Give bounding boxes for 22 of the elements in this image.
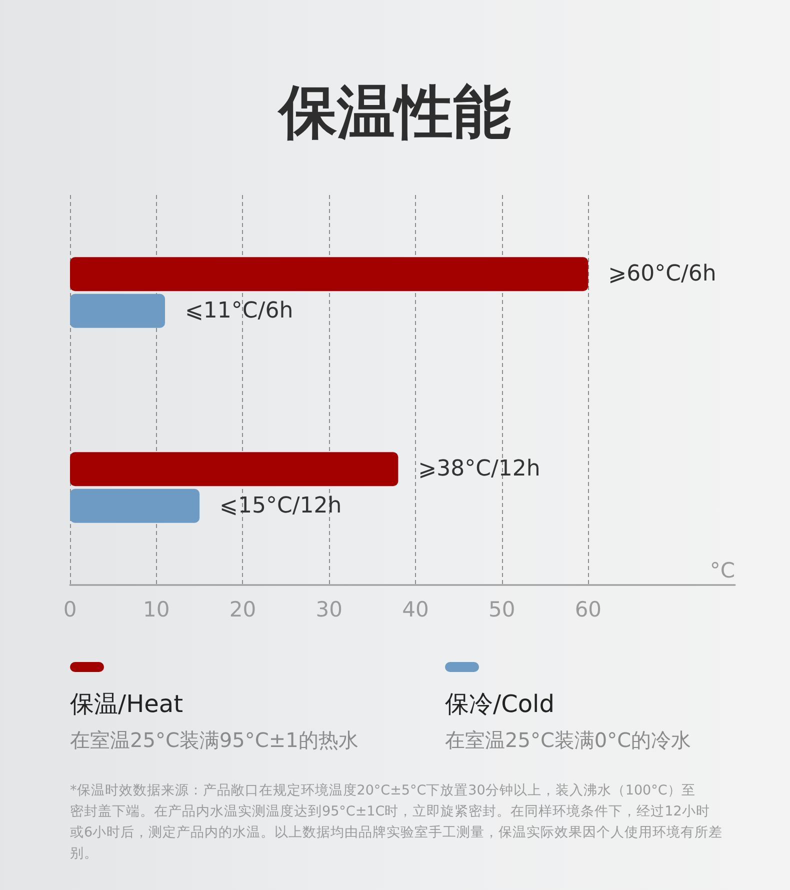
x-tick-label: 60	[574, 598, 602, 622]
legend-label: 保温/Heat	[70, 690, 184, 718]
data-label: ⩾38°C/12h	[418, 456, 540, 482]
text: 在室温25°C装满95°C±1的热水	[70, 728, 358, 752]
bar	[70, 294, 165, 328]
data-label: ⩽11°C/6h	[185, 298, 294, 324]
x-tick-label: 50	[488, 598, 516, 622]
bar	[70, 257, 588, 292]
x-tick-label: 40	[402, 598, 429, 622]
bar	[70, 488, 200, 523]
data-label: ⩾60°C/6h	[608, 262, 716, 287]
data-label: ⩽15°C/12h	[220, 493, 342, 518]
x-axis-title: °C	[710, 558, 735, 582]
x-tick-label: 0	[63, 598, 77, 622]
text: 在室温25°C装满0°C的冷水	[445, 728, 692, 752]
bar	[70, 452, 398, 486]
x-tick-label: 10	[142, 598, 170, 622]
text: *保温时效数据来源：产品敞口在规定环境温度20°C±5°C下放置30分钟以上，装入沸水（100°C）至密封盖下端。在产品内水温实测温度达到95°C±1C时，立即旋紧密封。在同样环境条件下，经过12小时或6小时后，测定产品内的水温。以上数据均由品牌实验室手工测量，保温实际效果因个人使用环境有所差别。	[70, 782, 723, 862]
chart-title: 保温性能	[277, 78, 511, 146]
x-tick-label: 20	[229, 598, 256, 622]
x-tick-label: 30	[316, 598, 342, 622]
legend-label: 保冷/Cold	[445, 690, 554, 718]
